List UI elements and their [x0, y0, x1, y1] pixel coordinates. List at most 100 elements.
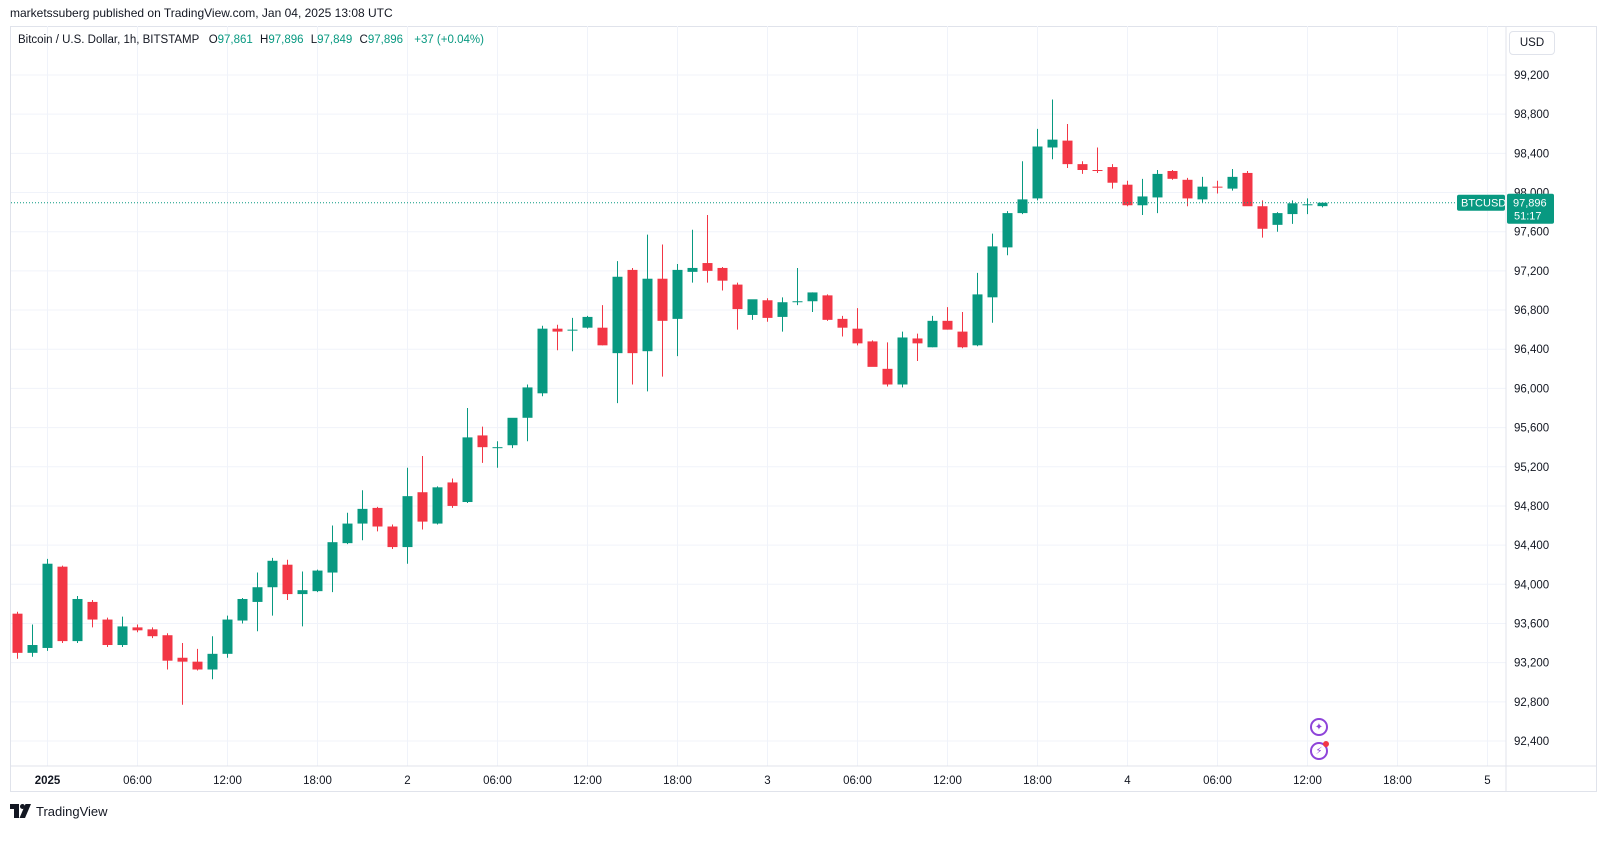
- candle-body[interactable]: [207, 653, 218, 670]
- candle-body[interactable]: [237, 598, 248, 621]
- candle-body[interactable]: [297, 590, 308, 595]
- ai-assistant-icon[interactable]: ✦: [1310, 718, 1328, 736]
- candle-body[interactable]: [852, 328, 863, 344]
- candle-body[interactable]: [882, 368, 893, 385]
- price-axis[interactable]: 92,400 92,800 93,200 93,600 94,000 94,400 94,8…: [1505, 26, 1549, 792]
- candle-body[interactable]: [942, 320, 953, 330]
- y-tick-label: 95,600: [1514, 423, 1549, 435]
- y-tick-label: 94,000: [1514, 579, 1549, 591]
- candle-body[interactable]: [1002, 213, 1013, 248]
- candle-body[interactable]: [687, 267, 698, 272]
- tradingview-logo-icon[interactable]: [10, 804, 32, 818]
- candle-body[interactable]: [72, 598, 83, 642]
- candle-body[interactable]: [837, 318, 848, 328]
- candle-body[interactable]: [792, 301, 803, 303]
- candle-body[interactable]: [702, 263, 713, 271]
- candle-body[interactable]: [12, 613, 23, 653]
- candle-body[interactable]: [522, 387, 533, 418]
- candle-body[interactable]: [102, 619, 113, 646]
- candle-body[interactable]: [417, 492, 428, 522]
- footer-brand[interactable]: TradingView: [36, 803, 108, 819]
- candle-body[interactable]: [27, 645, 38, 653]
- candle-body[interactable]: [1272, 213, 1283, 225]
- candle-body[interactable]: [1152, 173, 1163, 198]
- candle-body[interactable]: [222, 619, 233, 654]
- candle-body[interactable]: [357, 508, 368, 524]
- price-tag-value-bg: [1507, 193, 1554, 224]
- candle-body[interactable]: [492, 447, 503, 449]
- candle-body[interactable]: [1017, 199, 1028, 214]
- candle-body[interactable]: [642, 278, 653, 352]
- candle-body[interactable]: [612, 276, 623, 354]
- candle-body[interactable]: [822, 295, 833, 320]
- candle-body[interactable]: [162, 635, 173, 661]
- candle-body[interactable]: [1302, 204, 1313, 206]
- candle-body[interactable]: [1257, 206, 1268, 229]
- candle-body[interactable]: [1077, 164, 1088, 171]
- candle-body[interactable]: [732, 284, 743, 310]
- candle-body[interactable]: [1047, 139, 1058, 148]
- candle-body[interactable]: [912, 338, 923, 344]
- candle-body[interactable]: [1092, 170, 1103, 172]
- candle-body[interactable]: [672, 269, 683, 319]
- candle-body[interactable]: [627, 269, 638, 354]
- candle-body[interactable]: [1317, 202, 1328, 207]
- candle-body[interactable]: [897, 337, 908, 385]
- candle-body[interactable]: [777, 302, 788, 317]
- candle-body[interactable]: [402, 496, 413, 548]
- price-tag-countdown: 51:17: [1514, 211, 1542, 223]
- candle-body[interactable]: [447, 482, 458, 506]
- candle-body[interactable]: [957, 331, 968, 348]
- candle-body[interactable]: [582, 316, 593, 328]
- candle-body[interactable]: [462, 437, 473, 503]
- candle-body[interactable]: [1107, 167, 1118, 183]
- candle-body[interactable]: [1137, 196, 1148, 206]
- candle-body[interactable]: [972, 294, 983, 346]
- candle-body[interactable]: [1287, 203, 1298, 215]
- candle-body[interactable]: [927, 320, 938, 348]
- candle-body[interactable]: [327, 542, 338, 573]
- candle-body[interactable]: [807, 292, 818, 302]
- candle-body[interactable]: [312, 570, 323, 592]
- candle-body[interactable]: [267, 560, 278, 588]
- candle-body[interactable]: [1062, 140, 1073, 165]
- currency-button[interactable]: USD: [1509, 31, 1555, 55]
- candle-body[interactable]: [1032, 146, 1043, 199]
- candle-body[interactable]: [657, 278, 668, 321]
- time-axis[interactable]: 2025 06:00 12:00 18:00 2 06:00 12:00 18:00 3 06:0…: [10, 765, 1597, 787]
- candle-body[interactable]: [147, 629, 158, 637]
- candle-body[interactable]: [747, 299, 758, 315]
- candle-body[interactable]: [717, 267, 728, 281]
- candle-body[interactable]: [537, 328, 548, 394]
- candle-body[interactable]: [1122, 184, 1133, 206]
- candle-body[interactable]: [1227, 176, 1238, 189]
- candle-body[interactable]: [1242, 172, 1253, 207]
- candle-body[interactable]: [762, 300, 773, 318]
- candle-body[interactable]: [87, 601, 98, 620]
- candle-body[interactable]: [387, 526, 398, 548]
- candle-body[interactable]: [432, 487, 443, 524]
- candle-body[interactable]: [552, 328, 563, 332]
- candle-body[interactable]: [42, 563, 53, 648]
- candle-body[interactable]: [1182, 179, 1193, 199]
- candle-body[interactable]: [282, 564, 293, 595]
- candle-body[interactable]: [252, 587, 263, 602]
- candle-body[interactable]: [1212, 186, 1223, 188]
- candle-body[interactable]: [987, 246, 998, 298]
- candle-body[interactable]: [867, 341, 878, 367]
- candle-body[interactable]: [567, 329, 578, 331]
- candle-body[interactable]: [507, 417, 518, 446]
- candle-body[interactable]: [192, 661, 203, 670]
- candle-body[interactable]: [342, 523, 353, 544]
- candle-body[interactable]: [372, 507, 383, 527]
- candle-body[interactable]: [1197, 186, 1208, 200]
- candle-body[interactable]: [597, 327, 608, 346]
- candle-body[interactable]: [477, 435, 488, 448]
- candle-body[interactable]: [1167, 170, 1178, 179]
- candle-body[interactable]: [132, 627, 143, 631]
- candle-body[interactable]: [117, 626, 128, 646]
- candle-body[interactable]: [177, 657, 188, 662]
- candle-body[interactable]: [57, 566, 68, 642]
- lightning-alert-icon[interactable]: ⚡: [1310, 741, 1329, 760]
